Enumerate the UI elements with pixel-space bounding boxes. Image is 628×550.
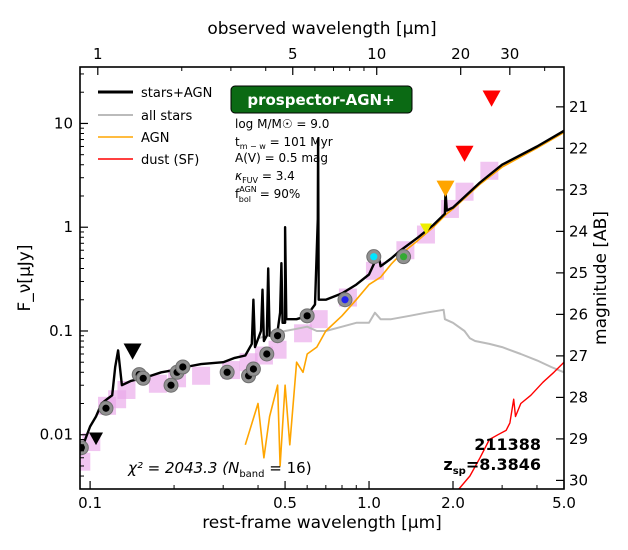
observed-point: [167, 381, 175, 389]
upper-limit-marker: [89, 432, 104, 446]
legend-label-agn: AGN: [141, 131, 169, 146]
y-tick-label: 1: [63, 218, 73, 236]
upper-limit-marker: [482, 90, 501, 107]
y-axis-label: F_ν[μJy]: [15, 245, 35, 312]
fit-parameters: log M/M☉ = 9.0 tm − w = 101 Myr A(V) = 0…: [235, 117, 333, 204]
param-av: A(V) = 0.5 mag: [235, 151, 328, 165]
series-line-all-stars: [257, 308, 564, 374]
top-tick-label: 30: [500, 45, 519, 63]
legend-label-dust-sf: dust (SF): [141, 153, 199, 168]
upper-limit-marker: [436, 180, 455, 197]
param-tmw: tm − w = 101 Myr: [235, 135, 333, 151]
param-mass: log M/M☉ = 9.0: [235, 117, 329, 131]
model-photometry-point: [480, 161, 499, 180]
right-tick-label: 30: [569, 471, 588, 489]
top-tick-label: 20: [451, 45, 470, 63]
x-tick-label: 1.0: [357, 494, 381, 512]
observed-point: [179, 363, 187, 371]
x-axis-label: rest-frame wavelength [μm]: [202, 513, 442, 533]
series-line-dust-sf-: [458, 361, 564, 489]
axes-ticks: 0.1 0.5 1.0 2.0 5.0 0.01 0.1 1 10 1 5 10 20 30 21 22 23 2…: [40, 45, 589, 512]
model-photometry-point: [148, 374, 167, 393]
top-axis-label: observed wavelength [μm]: [207, 19, 436, 39]
observed-point: [249, 365, 258, 373]
chi-square-label: χ² = 2043.3 (Nband = 16): [127, 459, 312, 480]
right-tick-label: 28: [569, 388, 588, 406]
right-tick-label: 25: [569, 264, 588, 282]
observed-point: [223, 368, 231, 376]
x-tick-label: 0.1: [78, 494, 102, 512]
x-tick-label: 5.0: [552, 494, 576, 512]
upper-limit-marker: [455, 145, 474, 162]
plot-frame: [79, 66, 565, 490]
right-tick-label: 22: [569, 139, 588, 157]
y-tick-label: 0.1: [49, 322, 73, 340]
right-axis-label: magnitude [AB]: [591, 211, 611, 345]
series-line-stars-agn: [80, 129, 564, 455]
param-fbol: fAGN bol = 90%: [235, 185, 300, 204]
legend-label-all-stars: all stars: [141, 109, 193, 124]
observed-point: [341, 296, 349, 304]
x-tick-label: 2.0: [441, 494, 465, 512]
observed-point: [263, 350, 271, 358]
observed-point: [80, 444, 85, 452]
redshift-label: zsp=8.3846: [443, 455, 541, 477]
observed-point: [139, 374, 147, 382]
observed-point: [273, 332, 282, 340]
upper-limit-marker: [419, 223, 432, 235]
legend-label-stars-agn: stars+AGN: [141, 86, 212, 101]
series-line-agn: [244, 131, 564, 467]
right-tick-label: 26: [569, 305, 588, 323]
model-photometry-point: [192, 366, 211, 385]
observed-point: [303, 312, 311, 320]
top-tick-label: 1: [93, 45, 103, 63]
right-tick-label: 27: [569, 347, 588, 365]
right-tick-label: 24: [569, 222, 588, 240]
right-tick-label: 21: [569, 98, 588, 116]
model-photometry-point: [455, 182, 474, 201]
y-tick-label: 10: [54, 114, 73, 132]
legend: stars+AGN all stars AGN dust (SF): [98, 86, 212, 168]
model-badge: prospector-AGN+: [230, 85, 413, 114]
observed-point: [399, 253, 408, 261]
right-tick-label: 29: [569, 430, 588, 448]
right-tick-label: 23: [569, 181, 588, 199]
top-tick-label: 5: [288, 45, 298, 63]
model-badge-label: prospector-AGN+: [247, 91, 394, 109]
observed-point: [370, 253, 378, 261]
param-kappa: κFUV = 3.4: [235, 169, 295, 185]
y-tick-label: 0.01: [40, 426, 73, 444]
x-tick-label: 0.5: [273, 494, 297, 512]
observed-point: [102, 404, 110, 412]
top-tick-label: 10: [367, 45, 386, 63]
model-photometry-point: [80, 452, 91, 471]
object-id: 211388: [474, 435, 541, 454]
upper-limit-marker: [123, 343, 142, 360]
